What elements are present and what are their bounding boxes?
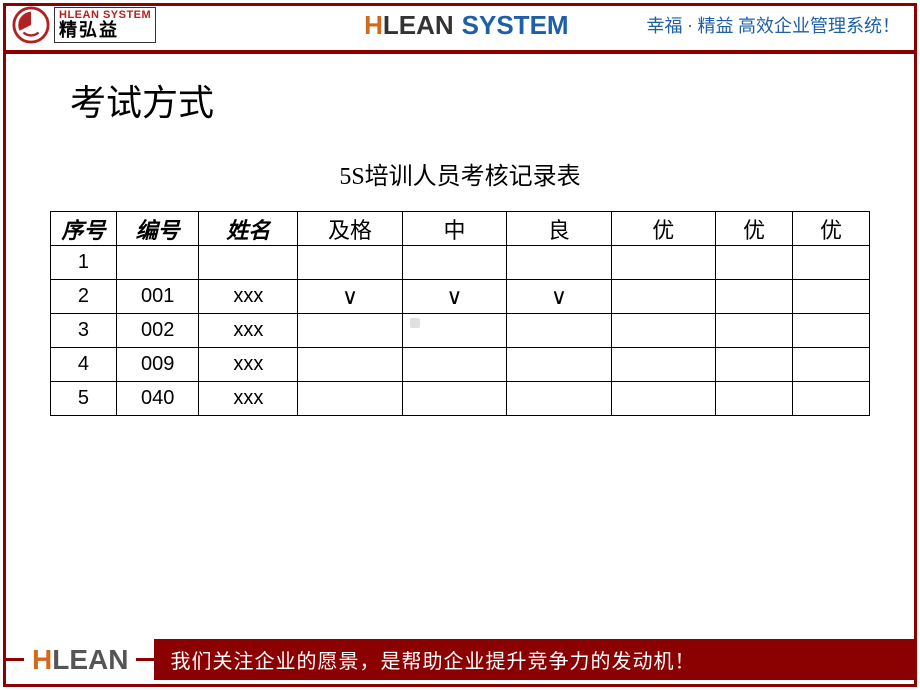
footer-line-left bbox=[6, 658, 24, 661]
footer-line-mid bbox=[136, 658, 154, 661]
footer-slogan: 我们关注企业的愿景，是帮助企业提升竞争力的发动机！ bbox=[154, 639, 914, 680]
footer-h-letter: H bbox=[32, 644, 52, 675]
logo-icon bbox=[12, 6, 50, 44]
footer-lean-text: LEAN bbox=[52, 644, 128, 675]
dot-marker-icon bbox=[410, 318, 420, 328]
slide-border bbox=[3, 3, 917, 687]
footer: HLEAN 我们关注企业的愿景，是帮助企业提升竞争力的发动机！ bbox=[6, 639, 914, 680]
footer-brand: HLEAN bbox=[24, 644, 136, 676]
